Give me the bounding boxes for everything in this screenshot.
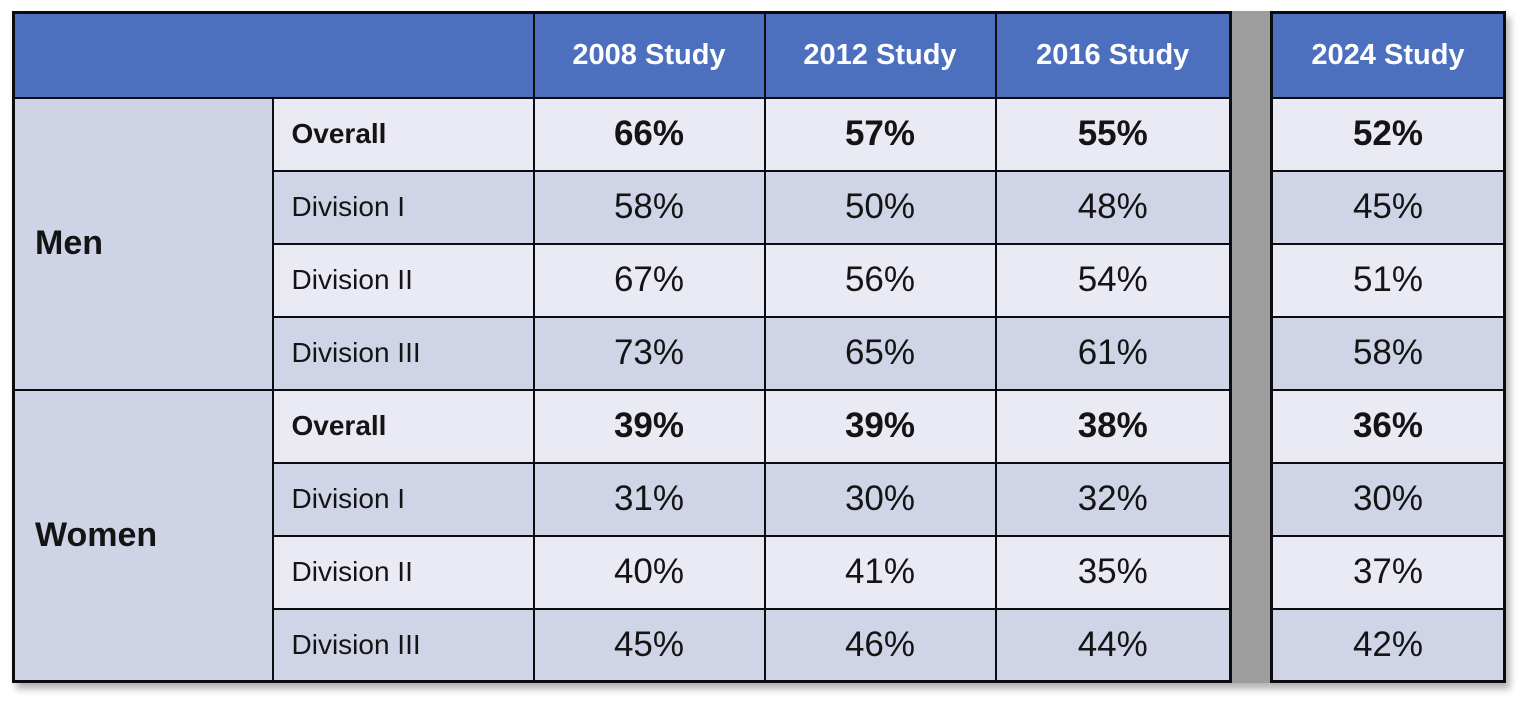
header-2016-study: 2016 Study — [994, 11, 1232, 99]
value-cell: 61% — [994, 315, 1232, 391]
table-row-men-overall-2024: 52% — [1270, 96, 1506, 172]
study-results-table-group: 2008 Study 2012 Study 2016 Study Men Ove… — [12, 11, 1506, 683]
table-row-men-overall: Men Overall 66% 57% 55% — [12, 96, 1232, 391]
table-row-women-overall: Women Overall 39% 39% 38% — [12, 388, 1232, 683]
table-row-women-division-3: Division III 45% 46% 44% — [14, 607, 1232, 683]
value-cell: 56% — [763, 242, 997, 318]
header-2024-study: 2024 Study — [1270, 11, 1506, 99]
value-cell: 66% — [532, 96, 766, 172]
value-cell: 58% — [1270, 315, 1506, 391]
table-row-men-division-3-2024: 58% — [1270, 315, 1506, 391]
group-label-women: Women — [12, 388, 274, 683]
value-cell: 37% — [1270, 534, 1506, 610]
study-2024-table: 2024 Study 52% 45% 51% 58% 36% 3 — [1270, 11, 1506, 683]
category-cell: Division III — [271, 315, 535, 391]
value-cell: 41% — [763, 534, 997, 610]
value-cell: 67% — [532, 242, 766, 318]
value-cell: 51% — [1270, 242, 1506, 318]
group-label-men: Men — [12, 96, 274, 391]
table-row-women-division-1: Division I 31% 30% 32% — [14, 461, 1232, 537]
value-cell: 44% — [994, 607, 1232, 683]
value-cell: 46% — [763, 607, 997, 683]
header-2012-study: 2012 Study — [763, 11, 997, 99]
value-cell: 35% — [994, 534, 1232, 610]
header-row-2024: 2024 Study — [1270, 11, 1506, 99]
value-cell: 39% — [763, 388, 997, 464]
main-results-table: 2008 Study 2012 Study 2016 Study Men Ove… — [12, 11, 1232, 683]
value-cell: 52% — [1270, 96, 1506, 172]
category-cell: Overall — [271, 96, 535, 172]
table-row-men-division-2-2024: 51% — [1270, 242, 1506, 318]
header-row: 2008 Study 2012 Study 2016 Study — [12, 11, 1232, 99]
value-cell: 38% — [994, 388, 1232, 464]
value-cell: 42% — [1270, 607, 1506, 683]
value-cell: 30% — [1270, 461, 1506, 537]
year-gap-divider — [1232, 11, 1270, 683]
value-cell: 58% — [532, 169, 766, 245]
value-cell: 32% — [994, 461, 1232, 537]
table-row-women-division-2-2024: 37% — [1270, 534, 1506, 610]
category-cell: Overall — [271, 388, 535, 464]
value-cell: 45% — [532, 607, 766, 683]
value-cell: 36% — [1270, 388, 1506, 464]
table-row-women-division-2: Division II 40% 41% 35% — [14, 534, 1232, 610]
table-row-men-division-3: Division III 73% 65% 61% — [14, 315, 1232, 391]
value-cell: 54% — [994, 242, 1232, 318]
value-cell: 65% — [763, 315, 997, 391]
value-cell: 31% — [532, 461, 766, 537]
value-cell: 39% — [532, 388, 766, 464]
table-row-women-overall-2024: 36% — [1270, 388, 1506, 464]
category-cell: Division I — [271, 169, 535, 245]
header-2008-study: 2008 Study — [532, 11, 766, 99]
category-cell: Division III — [271, 607, 535, 683]
table-row-men-division-1: Division I 58% 50% 48% — [14, 169, 1232, 245]
corner-cell — [12, 11, 535, 99]
value-cell: 55% — [994, 96, 1232, 172]
value-cell: 40% — [532, 534, 766, 610]
value-cell: 50% — [763, 169, 997, 245]
value-cell: 48% — [994, 169, 1232, 245]
value-cell: 57% — [763, 96, 997, 172]
value-cell: 73% — [532, 315, 766, 391]
value-cell: 45% — [1270, 169, 1506, 245]
table-row-women-division-3-2024: 42% — [1270, 607, 1506, 683]
table-row-women-division-1-2024: 30% — [1270, 461, 1506, 537]
table-row-men-division-1-2024: 45% — [1270, 169, 1506, 245]
category-cell: Division II — [271, 242, 535, 318]
table-row-men-division-2: Division II 67% 56% 54% — [14, 242, 1232, 318]
category-cell: Division II — [271, 534, 535, 610]
value-cell: 30% — [763, 461, 997, 537]
category-cell: Division I — [271, 461, 535, 537]
